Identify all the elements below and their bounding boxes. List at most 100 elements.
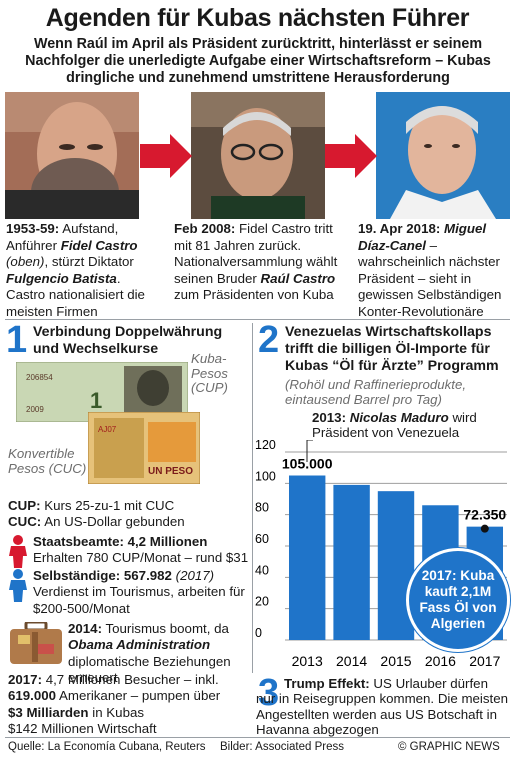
caption-text: . Castro nationalisiert die meisten Firm… — [6, 270, 145, 319]
caption-2008: Feb 2008: Fidel Castro tritt mit 81 Jahr… — [174, 221, 344, 304]
obama-administration: Obama Administration — [68, 637, 211, 653]
section-2-note: (Rohöl und Raffinerieprodukte, eintausen… — [285, 377, 467, 407]
bar-2014 — [333, 484, 370, 640]
billions-value: $3 Milliarden — [8, 704, 89, 720]
visitors-2017: 2017: 4,7 Millionen Besucher – inkl. 619… — [8, 672, 253, 737]
marker-2017 — [480, 524, 489, 533]
tourism-2014-year: 2014: — [68, 621, 103, 636]
tourism-2014-text2: diplomatische Beziehungen erneuert — [68, 653, 231, 685]
bar-2013 — [288, 475, 326, 640]
section-2-title: Venezuelas Wirtschaftskollaps trifft die… — [285, 324, 499, 374]
self-employed: Selbständige: 567.982 (2017) Verdienst i… — [33, 568, 258, 617]
y-tick-label: 40 — [255, 563, 269, 577]
tourism-2014: 2014: Tourismus boomt, da Obama Administ… — [68, 621, 254, 686]
state-employees-key: Staatsbeamte: 4,2 Millionen — [33, 534, 208, 549]
maduro-year: 2013: — [312, 410, 347, 425]
cup-rate-key: CUP: — [8, 498, 41, 513]
caption-2018: 19. Apr 2018: Miguel Díaz-Canel – wahrsc… — [358, 221, 510, 320]
timeline-arrow-2-icon — [325, 134, 377, 178]
suitcase-icon — [10, 622, 62, 664]
photo-fidel-castro — [5, 92, 139, 219]
divider-horizontal — [5, 319, 510, 320]
cuc-rate-key: CUC: — [8, 514, 42, 529]
subtitle-line-3: dringliche und zunehmend umstrittene Her… — [66, 70, 450, 86]
subtitle-line-1: Wenn Raúl im April als Präsident zurückt… — [33, 36, 483, 52]
x-tick-label: 2017 — [469, 653, 500, 669]
data-label-2013: 105.000 — [282, 456, 333, 472]
y-tick-label: 60 — [255, 532, 269, 546]
x-tick-label: 2016 — [425, 653, 456, 669]
x-tick-label: 2014 — [336, 653, 367, 669]
cup-label: Kuba-Pesos (CUP) — [191, 351, 228, 395]
y-tick-label: 100 — [255, 469, 276, 483]
person-blue-icon — [9, 569, 27, 602]
footer-credit: © GRAPHIC NEWS — [398, 741, 500, 753]
visitors-2017-text: 4,7 Millionen Besucher – inkl. — [45, 672, 219, 687]
visitors-2017-year: 2017: — [8, 672, 43, 687]
self-employed-key: Selbständige: 567.982 — [33, 568, 172, 583]
banknote-cuc-icon: AJ07 UN PESO — [88, 412, 200, 484]
americans-text: Amerikaner – pumpen über — [59, 688, 221, 704]
banknote-cuc-denomination: UN PESO — [148, 466, 193, 477]
footer-photos: Bilder: Associated Press — [220, 741, 345, 753]
self-employed-text: Verdienst im Tourismus, arbeiten für $20… — [33, 584, 245, 616]
data-label-2017: 72.350 — [463, 507, 506, 523]
oil-imports-chart: 0 20 40 60 80 100 120 2013 105.000 2014 2015 2016 2… — [255, 440, 507, 669]
section-3-number: 3 — [258, 672, 280, 714]
caption-1953: 1953-59: Aufstand, Anführer Fidel Castro… — [6, 221, 156, 320]
name-raul-castro: Raúl Castro — [260, 270, 336, 286]
cuc-rate: CUC: An US-Dollar gebunden — [8, 514, 248, 530]
state-employees: Staatsbeamte: 4,2 Millionen Erhalten 780… — [33, 534, 258, 567]
section-1-number: 1 — [6, 319, 28, 361]
name-fidel-castro: Fidel Castro — [60, 237, 138, 253]
timeline-arrow-1-icon — [140, 134, 192, 178]
cup-rate-text: Kurs 25-zu-1 mit CUC — [44, 498, 175, 513]
footer-source: Quelle: La Economía Cubana, Reuters — [8, 741, 206, 753]
caption-2018-date: 19. Apr 2018: — [358, 221, 441, 236]
banknote-cuc-serial: AJ07 — [98, 425, 117, 434]
page-title: Agenden für Kubas nächsten Führer — [45, 4, 470, 32]
caption-text: Fidel Castro tritt mit 81 Jahren zurück.… — [174, 221, 338, 286]
caption-2008-date: Feb 2008: — [174, 221, 236, 236]
banknote-cup-denomination: 1 — [90, 388, 102, 413]
y-tick-label: 120 — [255, 440, 276, 452]
americans-number: 619.000 — [8, 688, 57, 704]
divider-footer — [5, 737, 510, 738]
cup-rate: CUP: Kurs 25-zu-1 mit CUC — [8, 498, 248, 514]
banknote-cup-serial: 206854 — [26, 373, 53, 382]
photo-raul-castro — [191, 92, 325, 219]
section-3-body: US Urlauber dürfen nur in Reisegruppen k… — [256, 676, 509, 737]
caption-text: Aufstand, Anführer — [6, 221, 119, 253]
photo-miguel-diaz-canel — [376, 92, 510, 219]
algeria-callout: 2017: Kuba kauft 2,1M Fass Öl von Algeri… — [406, 548, 510, 652]
maduro-text: wird Präsident von Venezuela — [312, 410, 477, 440]
section-3-text: Trump Effekt: US Urlauber dürfen nur in … — [256, 676, 510, 737]
billions-text: in Kubas — [92, 704, 145, 720]
maduro-annotation: 2013: Nicolas Maduro wird Präsident von … — [312, 410, 512, 440]
maduro-name: Nicolas Maduro — [349, 410, 449, 425]
subtitle: Wenn Raúl im April als Präsident zurückt… — [8, 36, 508, 87]
x-tick-label: 2015 — [380, 653, 411, 669]
cuc-rate-text: An US-Dollar gebunden — [44, 514, 185, 529]
algeria-callout-text: 2017: Kuba kauft 2,1M Fass Öl von Algeri… — [419, 568, 497, 631]
caption-text: zum Präsidenten von Kuba — [174, 287, 334, 302]
subtitle-line-2: Nachfolger die unerledigte Aufgabe einer… — [25, 53, 491, 69]
caption-text: – wahrscheinlich nächster Präsident – si… — [358, 237, 502, 319]
divider-vertical — [252, 323, 253, 673]
name-fulgencio-batista: Fulgencio Batista — [6, 270, 117, 286]
person-red-icon — [9, 535, 27, 568]
tourism-2014-text1: Tourismus boomt, da — [105, 621, 229, 636]
y-tick-label: 80 — [255, 501, 269, 515]
section-2-number: 2 — [258, 319, 280, 361]
private-text: $142 Millionen Wirtschaft — [8, 720, 157, 736]
section-1-title: Verbindung Doppelwährung und Wechselkurs… — [33, 324, 223, 357]
y-tick-label: 0 — [255, 626, 262, 640]
caption-text: , stürzt Diktator — [44, 254, 134, 269]
cuc-label: Konvertible Pesos (CUC) — [8, 446, 87, 476]
y-tick-label: 20 — [255, 595, 269, 609]
self-employed-year: (2017) — [175, 568, 215, 583]
banknote-cup-year: 2009 — [26, 405, 44, 414]
state-employees-text: Erhalten 780 CUP/Monat – rund $31 — [33, 550, 249, 566]
caption-note: (oben) — [6, 254, 45, 269]
name-diaz-canel: Miguel Díaz-Canel — [358, 221, 487, 253]
